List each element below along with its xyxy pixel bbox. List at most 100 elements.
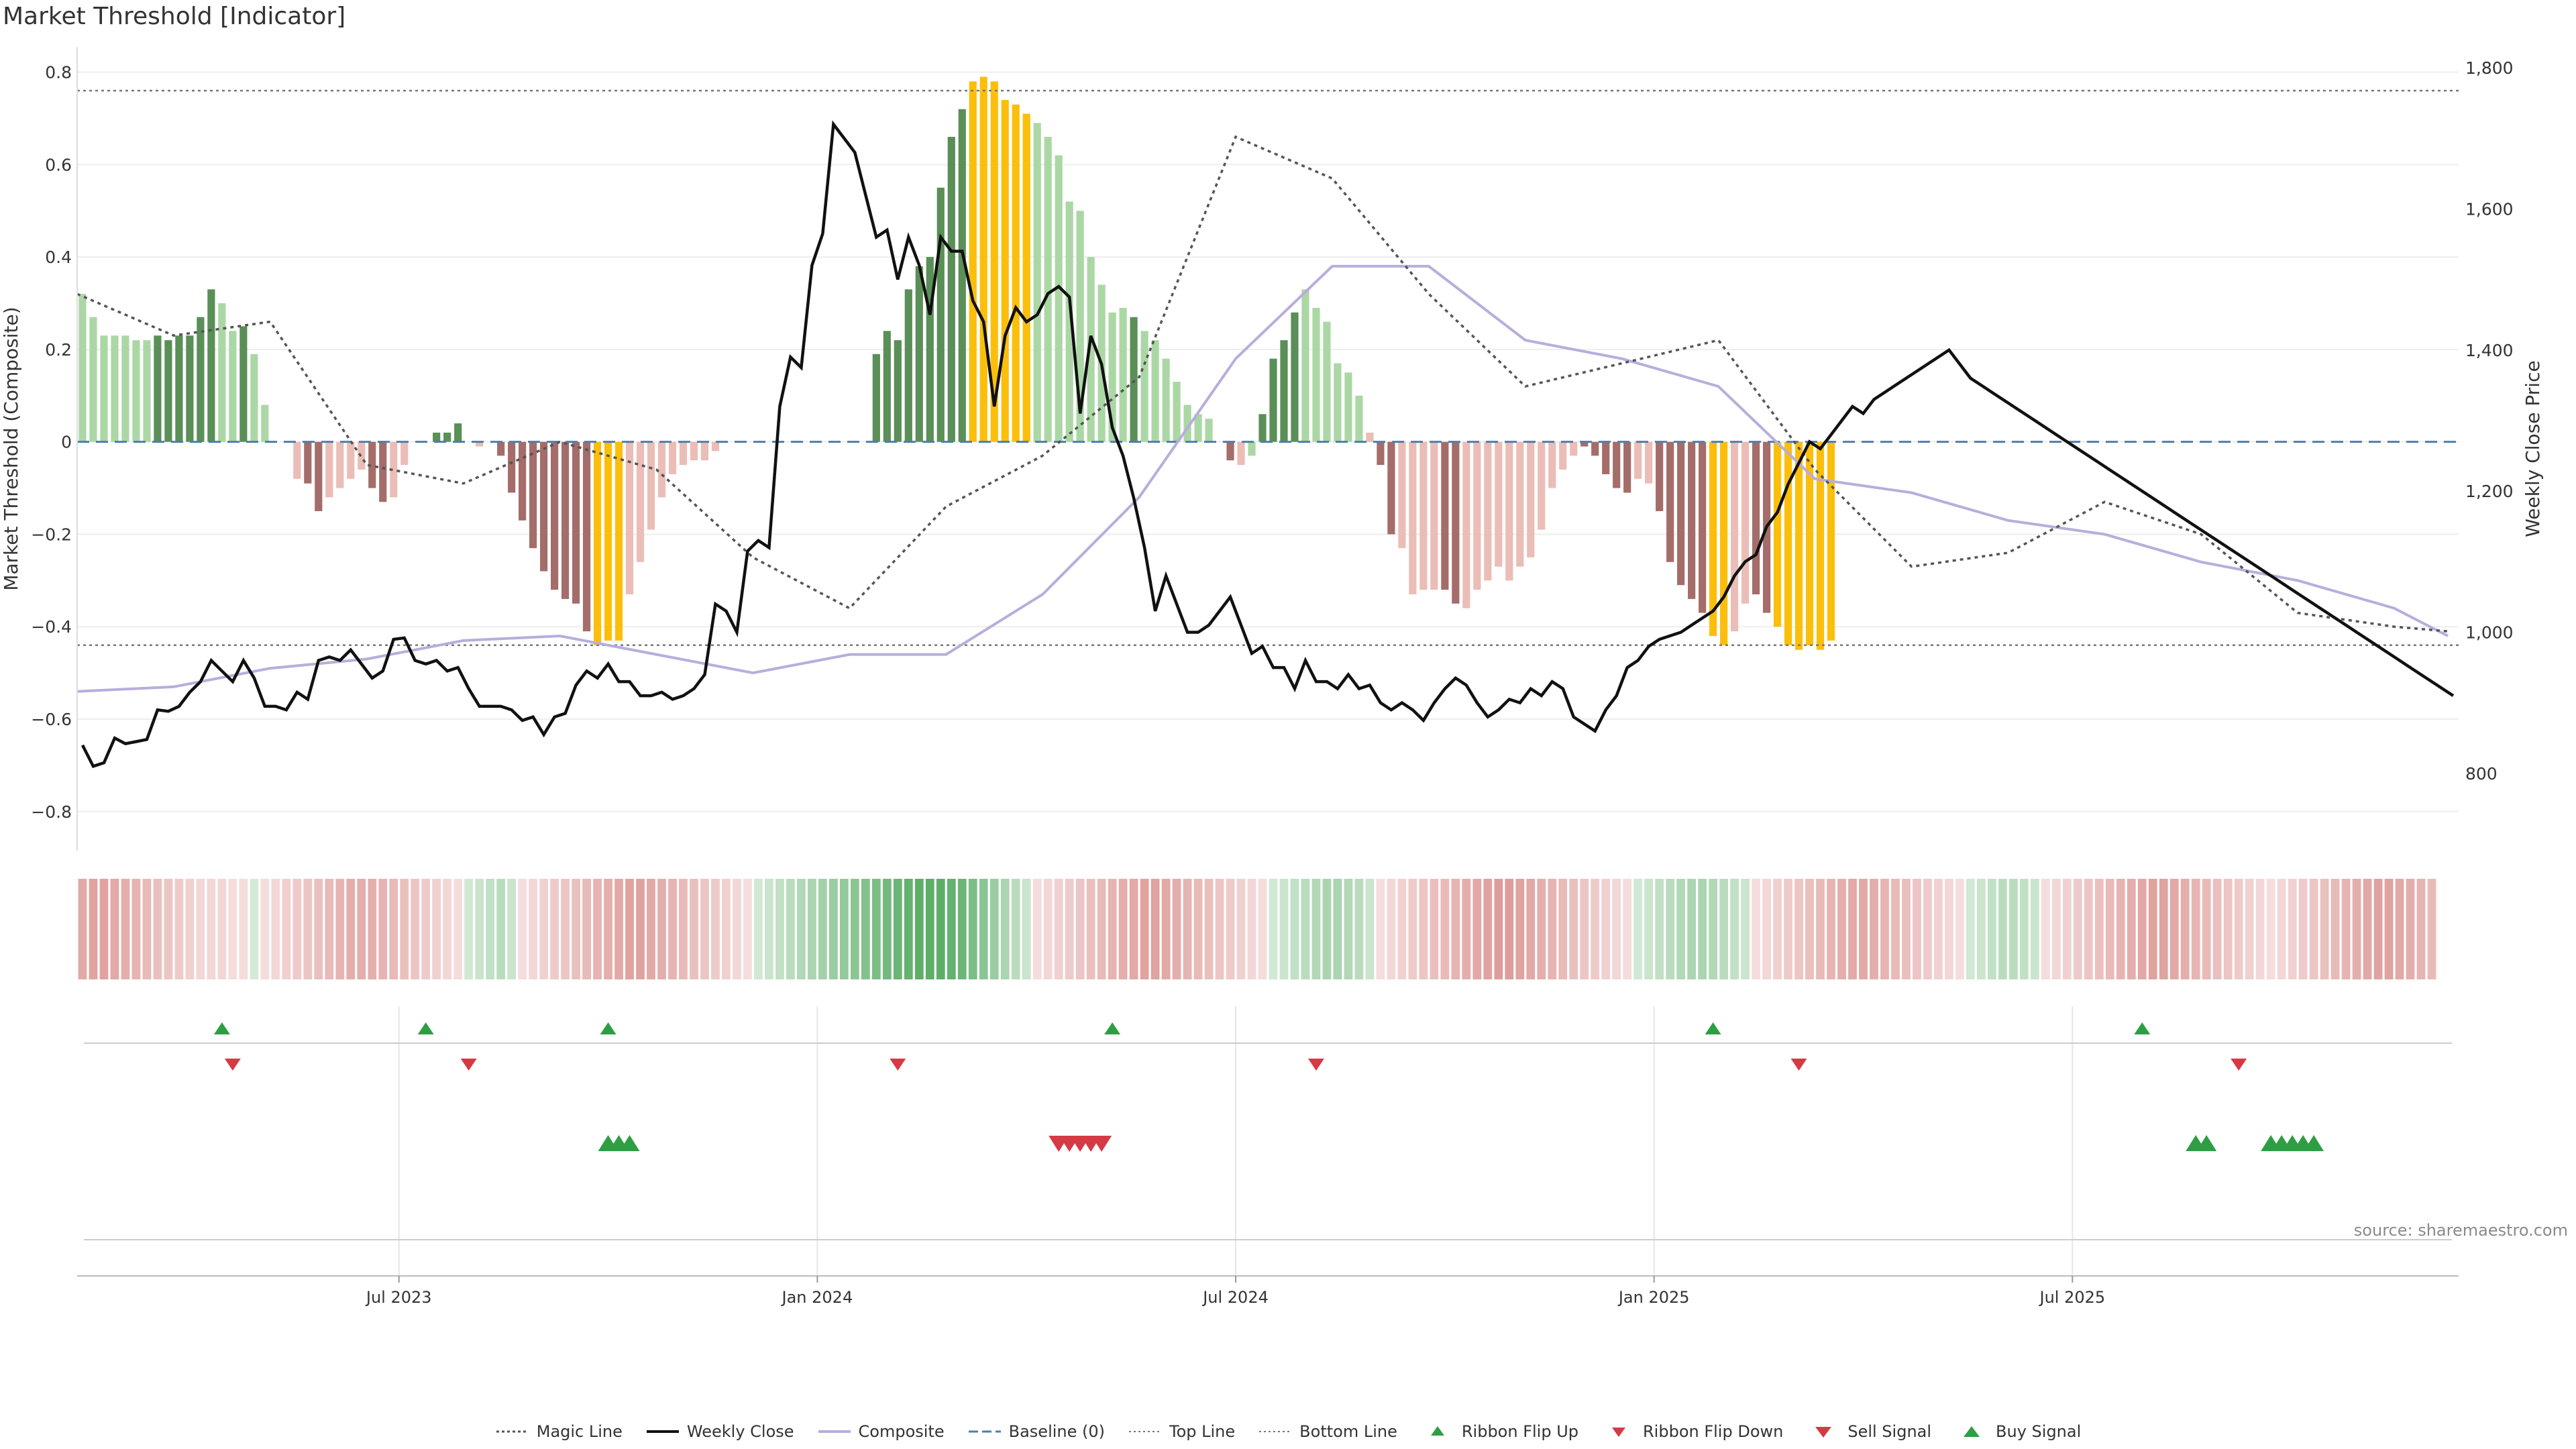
- composite-bar: [239, 326, 248, 442]
- ribbon-cell: [303, 879, 313, 979]
- composite-bar: [1677, 441, 1685, 586]
- ribbon-cell: [1966, 879, 1975, 979]
- composite-bar: [336, 441, 344, 488]
- ribbon-cell: [89, 879, 98, 979]
- ribbon-cell: [1161, 879, 1171, 979]
- composite-bar: [379, 441, 387, 502]
- y2-tick-label: 1,600: [2465, 199, 2514, 219]
- ribbon-cell: [550, 879, 559, 979]
- ribbon-cell: [1472, 879, 1482, 979]
- ribbon-cell: [174, 879, 184, 979]
- ribbon-cell: [754, 879, 763, 979]
- ribbon-cell: [1226, 879, 1235, 979]
- composite-bar: [1505, 441, 1513, 581]
- ribbon-cell: [989, 879, 999, 979]
- ribbon-cell: [1987, 879, 1996, 979]
- legend-item: Ribbon Flip Up: [1420, 1422, 1578, 1441]
- ribbon-cell: [153, 879, 162, 979]
- ribbon-cell: [2255, 879, 2265, 979]
- ribbon-flip-down-marker: [460, 1059, 477, 1071]
- ribbon-cell: [421, 879, 431, 979]
- composite-bar: [936, 187, 945, 442]
- composite-bar: [433, 432, 441, 442]
- ribbon-cell: [335, 879, 345, 979]
- composite-bar: [121, 335, 129, 442]
- y-tick-label: −0.6: [31, 710, 72, 729]
- composite-bar: [261, 405, 269, 442]
- ribbon-cell: [228, 879, 237, 979]
- ribbon-cell: [2137, 879, 2147, 979]
- composite-bar: [78, 294, 87, 442]
- ribbon-cell: [2266, 879, 2275, 979]
- ribbon-cell: [1054, 879, 1063, 979]
- ribbon-cell: [2191, 879, 2200, 979]
- composite-bar: [1794, 441, 1803, 650]
- ribbon-cell: [1923, 879, 1932, 979]
- ribbon-cell: [1977, 879, 1986, 979]
- ribbon-cell: [1236, 879, 1246, 979]
- composite-bar: [1473, 441, 1481, 590]
- composite-bar: [1291, 312, 1299, 442]
- composite-bar: [197, 317, 205, 442]
- ribbon-cell: [1526, 879, 1536, 979]
- composite-bar: [368, 441, 376, 488]
- weekly-close-line: [80, 120, 2455, 769]
- triangle-down-icon: [1806, 1425, 1841, 1438]
- ribbon-cell: [2008, 879, 2018, 979]
- composite-bar: [969, 81, 977, 442]
- ribbon-cell: [2416, 879, 2426, 979]
- composite-bar: [1237, 441, 1245, 466]
- ribbon-cell: [1515, 879, 1525, 979]
- ribbon-cell: [1655, 879, 1664, 979]
- legend-label: Composite: [858, 1422, 945, 1441]
- ribbon-flip-down-marker: [224, 1059, 241, 1071]
- composite-bar: [250, 354, 258, 442]
- composite-bar: [218, 303, 226, 442]
- composite-bar: [497, 441, 505, 456]
- dotted-line-icon: [1258, 1425, 1293, 1438]
- composite-bar: [1623, 441, 1631, 493]
- composite-bar: [1269, 358, 1277, 442]
- composite-bar: [614, 441, 623, 641]
- composite-bar: [690, 441, 698, 461]
- y2-tick-label: 800: [2465, 764, 2498, 784]
- composite-bar: [1312, 307, 1320, 442]
- composite-bar: [1419, 441, 1428, 590]
- ribbon-cell: [604, 879, 612, 979]
- ribbon-flip-up-marker: [213, 1022, 230, 1034]
- composite-bar: [1430, 441, 1438, 590]
- ribbon-cell: [2116, 879, 2125, 979]
- composite-bar: [529, 441, 537, 549]
- ribbon-cell: [925, 879, 934, 979]
- triangle-up-icon: [1954, 1425, 1989, 1438]
- ribbon-cell: [185, 879, 195, 979]
- ribbon-cell: [1773, 879, 1782, 979]
- composite-bar: [1044, 137, 1052, 442]
- ribbon-cell: [614, 879, 623, 979]
- composite-bar: [1516, 441, 1524, 567]
- composite-bar: [443, 432, 451, 442]
- composite-bar: [175, 335, 183, 442]
- composite-bar: [1065, 201, 1073, 442]
- ribbon-cell: [1419, 879, 1428, 979]
- ribbon-cell: [1408, 879, 1417, 979]
- composite-bar: [1816, 441, 1825, 650]
- ribbon-cell: [207, 879, 216, 979]
- ribbon-cell: [893, 879, 902, 979]
- ribbon-cell: [839, 879, 849, 979]
- composite-bar: [679, 441, 688, 466]
- x-tick-label: Jul 2023: [365, 1288, 432, 1307]
- composite-bar: [1602, 441, 1610, 474]
- ribbon-cell: [346, 879, 356, 979]
- ribbon-cell: [1902, 879, 1911, 979]
- composite-bar: [1784, 441, 1792, 645]
- ribbon-cell: [1258, 879, 1267, 979]
- composite-bar: [293, 441, 301, 479]
- y2-tick-label: 1,200: [2465, 482, 2514, 501]
- ribbon-cell: [2363, 879, 2372, 979]
- composite-bar: [89, 317, 97, 442]
- ribbon-cell: [260, 879, 270, 979]
- composite-bar: [647, 441, 655, 530]
- composite-bar: [1334, 363, 1342, 442]
- composite-bar: [1022, 113, 1030, 442]
